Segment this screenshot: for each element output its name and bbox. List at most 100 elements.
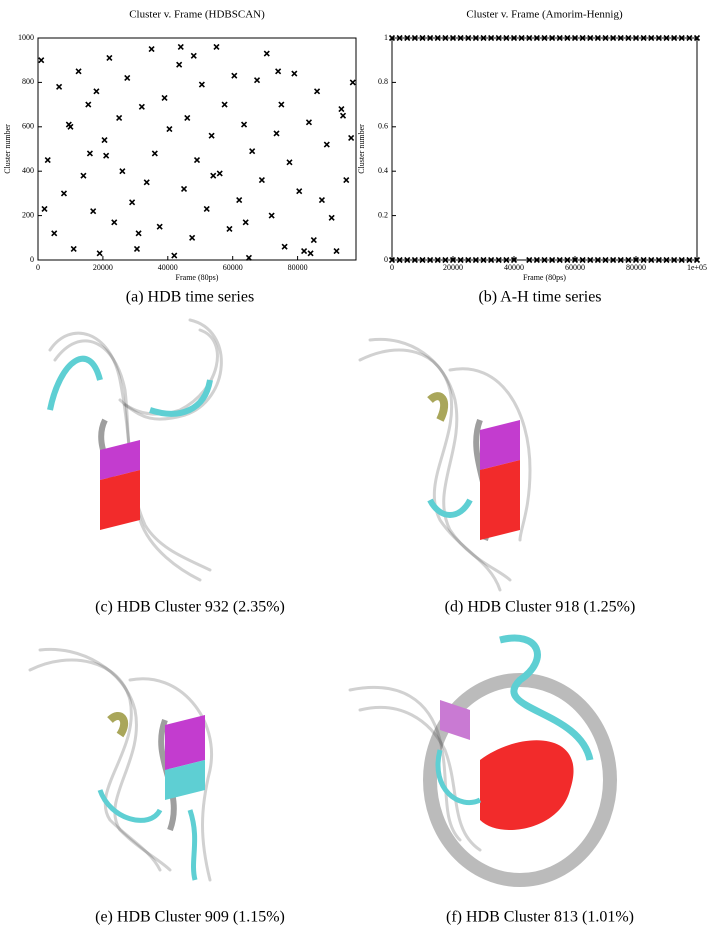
point bbox=[291, 70, 298, 77]
point bbox=[338, 105, 345, 113]
y-tick-label: 0.8 bbox=[378, 77, 388, 86]
x-tick-label: 40000 bbox=[158, 263, 178, 272]
point bbox=[594, 256, 601, 264]
point bbox=[111, 219, 118, 226]
plot-frame bbox=[37, 37, 357, 261]
point bbox=[177, 43, 184, 50]
point bbox=[571, 256, 579, 264]
point bbox=[564, 256, 571, 264]
point bbox=[549, 34, 556, 42]
x-tick-label: 20000 bbox=[443, 263, 463, 272]
point bbox=[93, 88, 100, 95]
point bbox=[286, 159, 293, 166]
x-tick-label: 0 bbox=[36, 263, 40, 272]
point bbox=[449, 34, 457, 42]
point bbox=[193, 157, 201, 164]
point bbox=[442, 34, 449, 42]
point bbox=[281, 243, 288, 250]
point bbox=[307, 250, 314, 257]
point bbox=[472, 256, 479, 264]
point bbox=[226, 225, 233, 232]
point bbox=[465, 34, 472, 42]
point bbox=[671, 256, 678, 264]
point bbox=[119, 168, 126, 175]
point bbox=[242, 219, 249, 226]
point bbox=[404, 256, 411, 264]
point bbox=[135, 230, 142, 237]
point bbox=[518, 34, 525, 42]
y-tick-label: 1000 bbox=[18, 33, 34, 42]
point bbox=[44, 157, 51, 164]
point bbox=[678, 256, 685, 264]
x-tick-label: 40000 bbox=[504, 263, 524, 272]
point bbox=[510, 34, 518, 42]
point bbox=[625, 34, 632, 42]
point bbox=[526, 34, 533, 42]
point bbox=[124, 74, 131, 82]
point bbox=[75, 68, 82, 75]
point bbox=[305, 119, 313, 126]
point bbox=[594, 34, 601, 42]
point bbox=[442, 256, 449, 264]
point bbox=[678, 34, 685, 42]
x-tick-label: 20000 bbox=[93, 263, 113, 272]
point bbox=[161, 94, 168, 102]
caption: (d) HDB Cluster 918 (1.25%) bbox=[445, 599, 636, 616]
point bbox=[310, 236, 317, 244]
y-tick-label: 0.4 bbox=[378, 166, 388, 175]
point bbox=[549, 256, 556, 264]
point bbox=[419, 34, 426, 42]
caption: (c) HDB Cluster 932 (2.35%) bbox=[95, 599, 285, 616]
x-axis-label: Frame (80ps) bbox=[523, 273, 566, 282]
point bbox=[184, 114, 191, 121]
caption: (f) HDB Cluster 813 (1.01%) bbox=[446, 909, 634, 926]
y-tick-label: 0.2 bbox=[378, 210, 388, 219]
point bbox=[686, 256, 693, 264]
point bbox=[693, 256, 701, 264]
point bbox=[348, 134, 355, 141]
point bbox=[190, 52, 197, 59]
point bbox=[465, 256, 472, 264]
point bbox=[273, 130, 280, 137]
point bbox=[278, 101, 285, 108]
point bbox=[693, 34, 701, 42]
point bbox=[602, 256, 609, 264]
point bbox=[148, 46, 155, 53]
molecule-image bbox=[348, 634, 617, 887]
point bbox=[510, 256, 518, 264]
point bbox=[216, 170, 223, 177]
point bbox=[488, 256, 495, 264]
point bbox=[533, 256, 540, 264]
point bbox=[632, 256, 640, 264]
point bbox=[617, 34, 624, 42]
point bbox=[80, 172, 87, 179]
point bbox=[648, 256, 655, 264]
point bbox=[556, 256, 563, 264]
point bbox=[210, 172, 217, 179]
point bbox=[240, 121, 248, 128]
point bbox=[579, 34, 586, 42]
point bbox=[133, 245, 141, 252]
molecule-image bbox=[47, 318, 223, 582]
point bbox=[253, 77, 261, 84]
y-axis-label: Cluster number bbox=[357, 124, 366, 174]
point bbox=[176, 61, 183, 68]
y-tick-label: 200 bbox=[22, 210, 34, 219]
point bbox=[503, 256, 510, 264]
point bbox=[396, 34, 403, 42]
y-tick-label: 400 bbox=[22, 166, 34, 175]
plot-frame bbox=[391, 37, 698, 261]
point bbox=[258, 177, 265, 184]
point bbox=[221, 101, 228, 108]
point bbox=[189, 234, 196, 241]
point bbox=[671, 34, 678, 42]
point bbox=[129, 199, 136, 206]
point bbox=[396, 256, 403, 264]
point bbox=[318, 196, 325, 204]
point bbox=[60, 190, 68, 197]
point bbox=[602, 34, 609, 42]
point bbox=[663, 256, 670, 264]
caption: (e) HDB Cluster 909 (1.15%) bbox=[95, 909, 285, 926]
point bbox=[579, 256, 586, 264]
